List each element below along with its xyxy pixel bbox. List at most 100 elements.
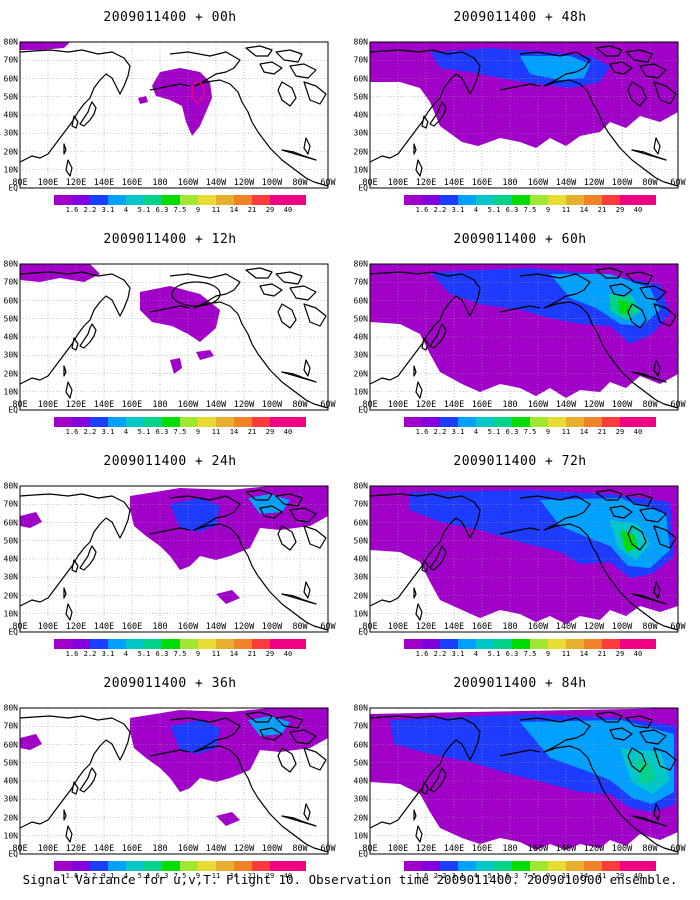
colorbar-swatch (162, 639, 180, 649)
longitude-tick-label: 160W (527, 844, 549, 854)
map-panel: 2009011400 + 12h 80N 70N 60N 50N 40N 30N 20N 10N… (0, 222, 350, 444)
colorbar-tick-label: 4 (473, 206, 479, 214)
longitude-tick-label: 80W (642, 844, 658, 854)
coastline (289, 285, 317, 301)
colorbar-tick-label: 5.1 (137, 872, 151, 880)
longitude-tick-label: 100W (611, 844, 633, 854)
variance-region (140, 286, 220, 342)
longitude-tick-label: 140E (443, 622, 465, 632)
variance-region (20, 42, 70, 50)
colorbar-swatch (252, 639, 270, 649)
coastline (421, 559, 429, 573)
colorbar-tick-label: 40 (633, 428, 643, 436)
colorbar-tick-label: 6.3 (505, 650, 519, 658)
colorbar (404, 417, 656, 427)
colorbar-tick-label: 9 (195, 206, 201, 214)
coastline (519, 273, 679, 409)
colorbar-swatch (458, 639, 476, 649)
colorbar-swatch (216, 417, 234, 427)
colorbar-swatch (458, 417, 476, 427)
latitude-tick-label: 50N (3, 758, 18, 768)
colorbar-swatch (288, 195, 306, 205)
colorbar-tick-label: 14 (229, 206, 239, 214)
map-frame (19, 263, 329, 411)
colorbar-tick-label: 1.6 (65, 428, 79, 436)
coastline (79, 323, 97, 349)
longitude-tick-label: 180 (152, 400, 168, 410)
colorbar-tick-label: 7.5 (173, 428, 187, 436)
colorbar-swatch (638, 861, 656, 871)
colorbar-tick-label: 5.1 (487, 650, 501, 658)
longitude-tick-label: 180 (152, 178, 168, 188)
longitude-tick-label: 140E (443, 178, 465, 188)
coastline (429, 767, 447, 793)
colorbar-labels: 1.6 2.2 3.1 4 5.1 6.3 7.5 9 11 14 21 29 40 (54, 428, 334, 438)
coastline (245, 267, 273, 279)
colorbar-swatch (404, 417, 422, 427)
longitude-tick-label: 60W (320, 178, 336, 188)
coastline (609, 505, 633, 519)
colorbar-tick-label: 11 (561, 206, 571, 214)
colorbar-swatch (198, 861, 216, 871)
coastline (625, 493, 653, 507)
colorbar-tick-label: 7.5 (523, 206, 537, 214)
colorbar-tick-label: 11 (211, 206, 221, 214)
colorbar-swatch (548, 861, 566, 871)
panel-title: 2009011400 + 36h (103, 676, 237, 691)
coastline (639, 63, 667, 79)
panel-title: 2009011400 + 48h (453, 10, 587, 25)
colorbar-swatch (602, 861, 620, 871)
coastline (499, 83, 541, 91)
longitude-tick-label: 180 (502, 178, 518, 188)
colorbar-tick-label: 14 (579, 428, 589, 436)
latitude-tick-label: 40N (353, 554, 368, 564)
latitude-tick-label: 30N (353, 794, 368, 804)
colorbar-tick-label: 2.2 (83, 428, 97, 436)
colorbar-tick-label: 5.1 (137, 428, 151, 436)
variance-map (369, 707, 679, 855)
colorbar-tick-label: 4 (473, 428, 479, 436)
longitude-tick-label: 140E (93, 178, 115, 188)
colorbar-swatch (512, 417, 530, 427)
latitude-tick-label: 70N (3, 721, 18, 731)
coastline (245, 711, 273, 723)
longitude-tick-label: 120W (583, 400, 605, 410)
coastline (79, 767, 97, 793)
colorbar-swatch (476, 639, 494, 649)
variance-region (520, 56, 590, 80)
colorbar-tick-label: 40 (633, 206, 643, 214)
latitude-tick-label: 10N (3, 609, 18, 619)
colorbar-swatch (620, 639, 638, 649)
longitude-tick-label: 80E (362, 178, 378, 188)
longitude-tick-label: 160W (527, 622, 549, 632)
coastline (519, 495, 679, 631)
colorbar-swatch (530, 639, 548, 649)
latitude-tick-label: 80N (353, 703, 368, 713)
coastline (65, 381, 73, 399)
coastline (277, 81, 297, 107)
coastline (289, 507, 317, 523)
latitude-tick-label: 60N (3, 74, 18, 83)
colorbar-swatch (54, 861, 72, 871)
colorbar-tick-label: 1.6 (65, 872, 79, 880)
colorbar-swatch (108, 639, 126, 649)
coastline (627, 81, 647, 107)
longitude-tick-label: 160W (177, 178, 199, 188)
longitude-tick-label: 160E (121, 400, 143, 410)
latitude-tick-label: EQ (8, 627, 18, 637)
colorbar-tick-label: 2.2 (433, 872, 447, 880)
coastline (169, 273, 329, 409)
coastline (149, 527, 191, 535)
longitude-tick-label: 80E (12, 622, 28, 632)
latitude-tick-label: 10N (3, 831, 18, 841)
colorbar-swatch (548, 639, 566, 649)
colorbar-tick-label: 6.3 (155, 650, 169, 658)
coastline (421, 781, 429, 795)
latitude-tick-label: 60N (353, 740, 368, 749)
coastline (149, 83, 191, 91)
colorbar-labels: 1.6 2.2 3.1 4 5.1 6.3 7.5 9 11 14 21 29 40 (54, 206, 334, 216)
coastline (421, 115, 429, 129)
colorbar-tick-label: 5.1 (137, 650, 151, 658)
colorbar-tick-label: 6.3 (505, 428, 519, 436)
longitude-tick-label: 140E (93, 400, 115, 410)
